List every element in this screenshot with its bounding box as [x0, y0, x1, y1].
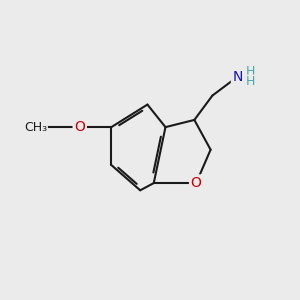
Text: CH₃: CH₃: [24, 121, 47, 134]
Text: O: O: [74, 120, 85, 134]
Text: N: N: [232, 70, 243, 84]
Text: methoxy: methoxy: [44, 127, 50, 128]
Text: methoxy: methoxy: [38, 127, 44, 128]
Text: H: H: [246, 65, 255, 78]
Text: H: H: [246, 75, 255, 88]
Text: O: O: [191, 176, 202, 190]
